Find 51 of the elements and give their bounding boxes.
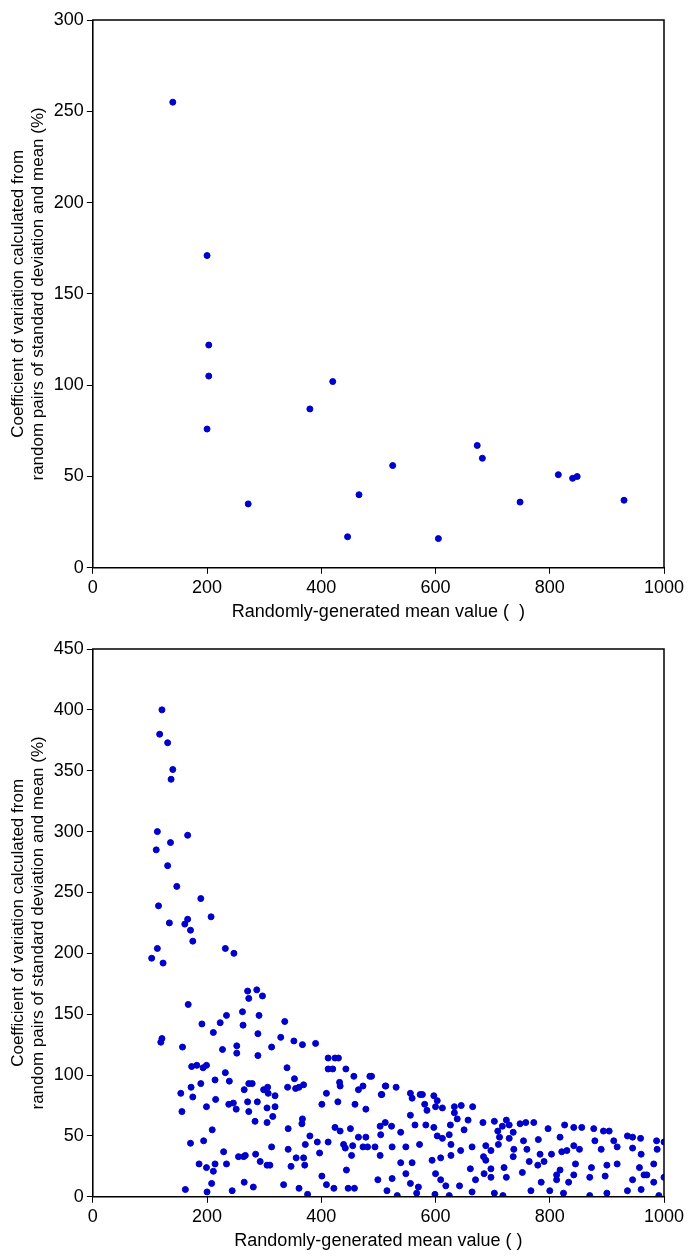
y-tick-label: 250 [53,881,84,902]
y-axis-title: Coefficient of variation calculated from random pairs of standard deviation and mean (%) [7,107,48,481]
y-tick-label: 100 [53,1064,84,1085]
point [169,98,177,106]
point [306,405,314,413]
x-tick-label: 800 [534,576,565,597]
y-tick-label: 0 [73,1185,84,1206]
x-tick-label: 1000 [643,1205,685,1226]
x-tick-label: 600 [420,576,451,597]
point [573,473,581,480]
y-tick-label: 300 [53,820,84,841]
point [620,496,628,504]
point [203,252,211,260]
y-tick-label: 350 [53,759,84,780]
x-tick-label: 0 [87,1205,98,1226]
x-tick-label: 200 [192,576,223,597]
point [389,462,397,470]
x-tick-label: 1000 [643,576,685,597]
point [473,441,481,449]
point [516,498,524,506]
point [355,491,363,499]
point [205,372,213,380]
y-tick-label: 50 [63,465,84,486]
y-tick-label: 0 [73,556,84,577]
point [554,471,562,479]
y-tick-label: 250 [53,100,84,121]
y-tick-label: 450 [53,637,84,658]
x-tick-label: 0 [87,576,98,597]
point [329,378,337,386]
y-tick-label: 200 [53,191,84,212]
y-tick-label: 300 [53,8,84,29]
point [434,535,442,543]
x-tick-label: 200 [192,1205,223,1226]
point [344,533,352,541]
x-tick-label: 800 [534,1205,565,1226]
x-tick-label: 600 [420,1205,451,1226]
x-axis-title: Randomly-generated mean value ( ) [231,601,525,622]
point [244,500,252,508]
x-tick-label: 400 [306,576,337,597]
y-axis-title: Coefficient of variation calculated from random pairs of standard deviation and mean (%) [7,736,48,1110]
y-tick-label: 400 [53,698,84,719]
x-tick-label: 400 [306,1205,337,1226]
point [205,341,213,349]
point [203,425,211,433]
y-tick-label: 150 [53,1003,84,1024]
y-tick-label: 200 [53,942,84,963]
y-tick-label: 50 [63,1124,84,1145]
y-tick-label: 150 [53,282,84,303]
point [478,454,486,462]
y-tick-label: 100 [53,374,84,395]
x-axis-title: Randomly-generated mean value ( ) [234,1230,523,1251]
